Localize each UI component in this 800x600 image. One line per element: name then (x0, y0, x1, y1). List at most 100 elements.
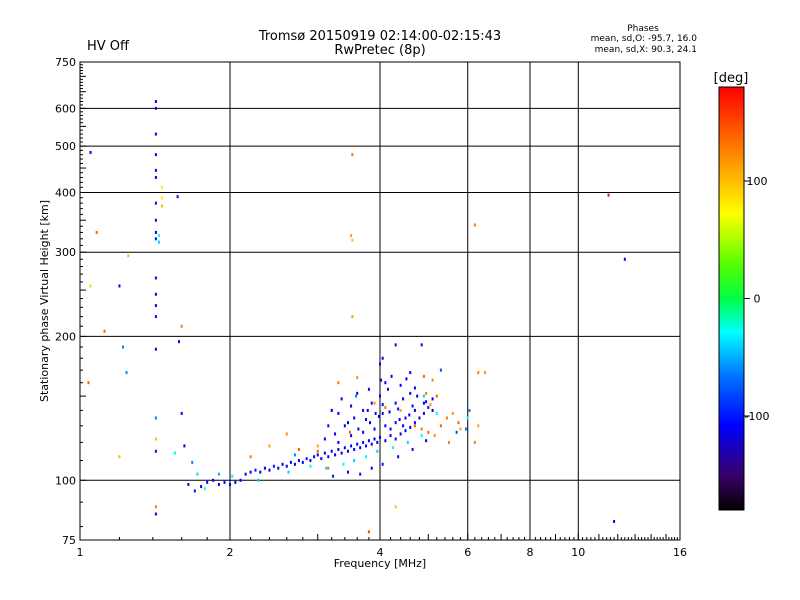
data-point (350, 444, 353, 448)
data-point (154, 230, 157, 234)
y-tick-label: 100 (55, 474, 76, 487)
data-point (402, 397, 405, 401)
data-point (373, 401, 376, 405)
data-point (200, 485, 203, 489)
colorbar-tick-label: 0 (754, 293, 761, 306)
y-tick-label: 400 (55, 186, 76, 199)
data-point (154, 218, 157, 222)
data-point (473, 440, 476, 444)
data-point (154, 449, 157, 453)
data-point (122, 345, 125, 349)
data-point (623, 257, 626, 261)
data-point (157, 240, 160, 244)
data-point (362, 440, 365, 444)
data-point (413, 424, 416, 428)
data-point (87, 381, 90, 385)
x-axis-label: Frequency [MHz] (334, 557, 426, 570)
data-point (340, 397, 343, 401)
data-point (320, 457, 323, 461)
data-point (431, 397, 434, 401)
data-point (272, 464, 275, 468)
data-point (125, 371, 128, 375)
data-point (356, 442, 359, 446)
data-point (413, 421, 416, 425)
data-point (356, 376, 359, 380)
data-point (466, 416, 469, 420)
colorbar-tick-label: -100 (745, 410, 770, 423)
data-point (330, 449, 333, 453)
data-point (154, 106, 157, 110)
data-point (413, 408, 416, 412)
data-point (356, 391, 359, 395)
data-point (154, 347, 157, 351)
data-point (337, 411, 340, 415)
data-point (203, 487, 206, 491)
data-point (370, 401, 373, 405)
data-point (439, 424, 442, 428)
data-point (422, 374, 425, 378)
data-point (89, 284, 92, 288)
data-point (392, 446, 395, 450)
data-point (362, 430, 365, 434)
data-point (399, 408, 402, 412)
data-point (411, 404, 414, 408)
data-point (154, 153, 157, 157)
data-point (334, 453, 337, 457)
data-point (433, 434, 436, 438)
data-point (154, 512, 157, 516)
data-point (445, 416, 448, 420)
data-point (394, 343, 397, 347)
data-point (365, 455, 368, 459)
data-point (404, 429, 407, 433)
data-point (127, 254, 130, 258)
data-point (413, 386, 416, 390)
data-point (484, 371, 487, 375)
data-point (376, 449, 379, 453)
data-point (301, 460, 304, 464)
data-point (351, 238, 354, 242)
data-point (384, 405, 387, 409)
data-point (359, 472, 362, 476)
data-point (118, 284, 121, 288)
data-point (447, 440, 450, 444)
data-point (370, 442, 373, 446)
x-tick-label: 10 (571, 546, 585, 559)
x-tick-label: 16 (673, 546, 687, 559)
data-point (380, 378, 383, 382)
data-point (309, 458, 312, 462)
data-point (374, 411, 377, 415)
data-point (435, 411, 438, 415)
data-point (376, 440, 379, 444)
data-point (399, 432, 402, 436)
y-tick-label: 600 (55, 102, 76, 115)
data-point (346, 470, 349, 474)
data-point (160, 204, 163, 208)
data-point (249, 470, 252, 474)
data-point (351, 153, 354, 157)
data-point (381, 411, 384, 415)
data-point (366, 408, 369, 412)
data-point (281, 462, 284, 466)
colorbar-title: [deg] (714, 71, 749, 86)
data-point (160, 185, 163, 189)
data-point (154, 315, 157, 319)
data-point (435, 394, 438, 398)
data-point (384, 381, 387, 385)
data-point (422, 401, 425, 405)
data-point (89, 150, 92, 154)
data-point (183, 444, 186, 448)
data-point (154, 416, 157, 420)
data-point (394, 401, 397, 405)
data-point (257, 478, 260, 482)
data-point (439, 368, 442, 372)
data-point (343, 446, 346, 450)
data-point (154, 201, 157, 205)
data-point (348, 430, 351, 434)
data-point (422, 411, 425, 415)
data-point (323, 451, 326, 455)
data-point (342, 462, 345, 466)
data-point (373, 437, 376, 441)
data-point (346, 449, 349, 453)
data-point (607, 193, 610, 197)
